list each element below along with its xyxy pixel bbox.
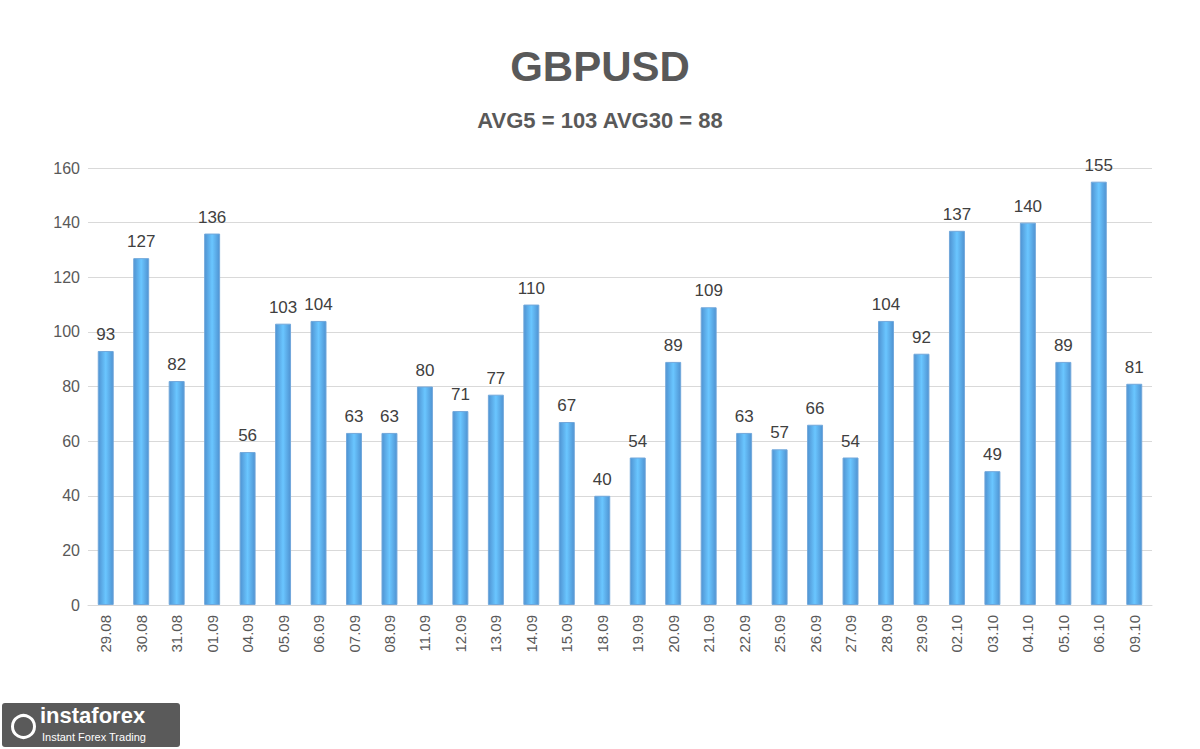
svg-text:100: 100 [53,323,80,340]
svg-text:89: 89 [1054,336,1073,355]
svg-text:80: 80 [415,361,434,380]
svg-text:71: 71 [451,385,470,404]
svg-text:30.08: 30.08 [133,615,150,653]
svg-text:104: 104 [872,295,900,314]
svg-text:127: 127 [127,232,155,251]
svg-text:13.09: 13.09 [487,615,504,653]
svg-text:31.08: 31.08 [168,615,185,653]
svg-text:140: 140 [1014,197,1042,216]
svg-text:82: 82 [167,355,186,374]
svg-text:93: 93 [96,325,115,344]
svg-text:81: 81 [1125,358,1144,377]
svg-text:GBPUSD: GBPUSD [510,43,690,90]
svg-text:14.09: 14.09 [523,615,540,653]
svg-text:77: 77 [486,369,505,388]
svg-text:06.09: 06.09 [310,615,327,653]
svg-text:12.09: 12.09 [452,615,469,653]
svg-text:49: 49 [983,445,1002,464]
svg-text:63: 63 [735,407,754,426]
svg-text:11.09: 11.09 [416,615,433,651]
svg-text:56: 56 [238,426,257,445]
svg-text:54: 54 [841,432,860,451]
svg-text:57: 57 [770,423,789,442]
svg-text:40: 40 [62,487,80,504]
svg-text:120: 120 [53,269,80,286]
svg-text:67: 67 [557,396,576,415]
svg-text:18.09: 18.09 [594,615,611,653]
svg-text:09.10: 09.10 [1126,615,1143,653]
svg-text:155: 155 [1085,156,1113,175]
svg-text:05.09: 05.09 [275,615,292,653]
svg-text:54: 54 [628,432,647,451]
svg-text:160: 160 [53,160,80,177]
svg-text:60: 60 [62,433,80,450]
svg-text:07.09: 07.09 [346,615,363,653]
svg-text:Instant Forex Trading: Instant Forex Trading [42,731,146,743]
svg-text:109: 109 [694,281,722,300]
svg-text:80: 80 [62,378,80,395]
svg-text:22.09: 22.09 [736,615,753,653]
svg-text:03.10: 03.10 [984,615,1001,653]
svg-text:66: 66 [806,399,825,418]
svg-text:40: 40 [593,470,612,489]
svg-text:04.10: 04.10 [1019,615,1036,653]
svg-text:104: 104 [304,295,332,314]
svg-text:103: 103 [269,298,297,317]
svg-text:instaforex: instaforex [40,703,146,728]
svg-text:20: 20 [62,542,80,559]
svg-text:140: 140 [53,214,80,231]
svg-text:20.09: 20.09 [665,615,682,653]
svg-text:29.09: 29.09 [913,615,930,653]
svg-text:137: 137 [943,205,971,224]
svg-text:63: 63 [345,407,364,426]
svg-text:01.09: 01.09 [204,615,221,653]
svg-text:02.10: 02.10 [948,615,965,653]
svg-text:15.09: 15.09 [558,615,575,653]
svg-text:21.09: 21.09 [700,615,717,653]
svg-text:08.09: 08.09 [381,615,398,653]
svg-text:63: 63 [380,407,399,426]
svg-text:04.09: 04.09 [239,615,256,653]
svg-text:05.10: 05.10 [1055,615,1072,653]
svg-text:0: 0 [71,597,80,614]
svg-text:28.09: 28.09 [878,615,895,653]
svg-text:92: 92 [912,328,931,347]
svg-text:110: 110 [518,279,545,298]
svg-text:27.09: 27.09 [842,615,859,653]
svg-text:AVG5 = 103 AVG30 = 88: AVG5 = 103 AVG30 = 88 [477,108,722,133]
svg-text:26.09: 26.09 [807,615,824,653]
svg-text:19.09: 19.09 [629,615,646,653]
svg-text:136: 136 [198,208,226,227]
svg-text:89: 89 [664,336,683,355]
svg-text:25.09: 25.09 [771,615,788,653]
svg-text:06.10: 06.10 [1090,615,1107,653]
svg-text:29.08: 29.08 [97,615,114,653]
